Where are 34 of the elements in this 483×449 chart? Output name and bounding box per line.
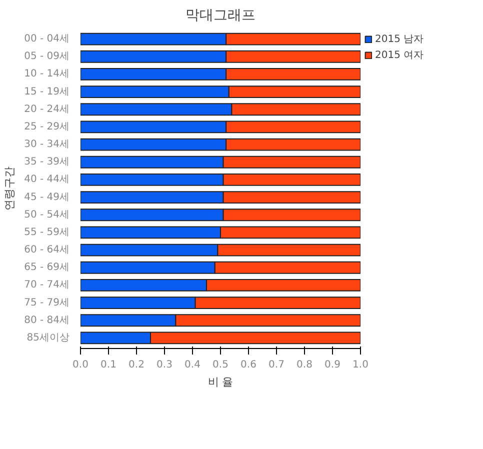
x-tick-label: 0.9 xyxy=(324,360,340,370)
x-tick-label: 0.3 xyxy=(156,360,172,370)
y-tick-label: 45 - 49세 xyxy=(24,192,70,203)
x-tick-label: 0.6 xyxy=(240,360,256,370)
x-tick-label: 0.8 xyxy=(296,360,312,370)
legend-label: 2015 남자 xyxy=(375,33,424,46)
y-tick-label: 25 - 29세 xyxy=(24,121,70,132)
chart-title: 막대그래프 xyxy=(186,8,256,24)
y-tick-label: 40 - 44세 xyxy=(24,174,70,186)
x-tick-label: 0.1 xyxy=(100,360,116,370)
y-tick-label: 20 - 24세 xyxy=(24,104,70,115)
y-tick-label: 75 - 79세 xyxy=(24,297,70,308)
x-tick-label: 1.0 xyxy=(352,360,368,370)
legend-label: 2015 여자 xyxy=(375,49,424,62)
y-tick-label: 50 - 54세 xyxy=(24,209,70,220)
y-tick-label: 00 - 04세 xyxy=(24,34,70,45)
y-tick-label: 35 - 39세 xyxy=(24,156,70,168)
y-tick-label: 65 - 69세 xyxy=(24,262,70,274)
y-tick-label: 55 - 59세 xyxy=(24,226,70,238)
y-tick-label: 60 - 64세 xyxy=(24,244,70,256)
x-tick-label: 0.2 xyxy=(128,360,144,370)
y-tick-label: 70 - 74세 xyxy=(24,280,70,291)
x-tick-label: 0.4 xyxy=(184,360,200,370)
x-tick-label: 0.0 xyxy=(72,360,88,370)
y-tick-label: 30 - 34세 xyxy=(24,139,70,150)
y-tick-label: 80 - 84세 xyxy=(24,314,70,326)
y-axis-title: 연령구간 xyxy=(3,166,16,210)
y-tick-label: 15 - 19세 xyxy=(24,86,70,98)
y-tick-label: 85세이상 xyxy=(26,332,70,344)
x-tick-label: 0.7 xyxy=(268,360,284,370)
y-tick-label: 05 - 09세 xyxy=(24,51,70,62)
x-tick-label: 0.5 xyxy=(212,360,228,370)
x-axis-title: 비 율 xyxy=(208,376,234,388)
y-tick-label: 10 - 14세 xyxy=(24,68,70,80)
